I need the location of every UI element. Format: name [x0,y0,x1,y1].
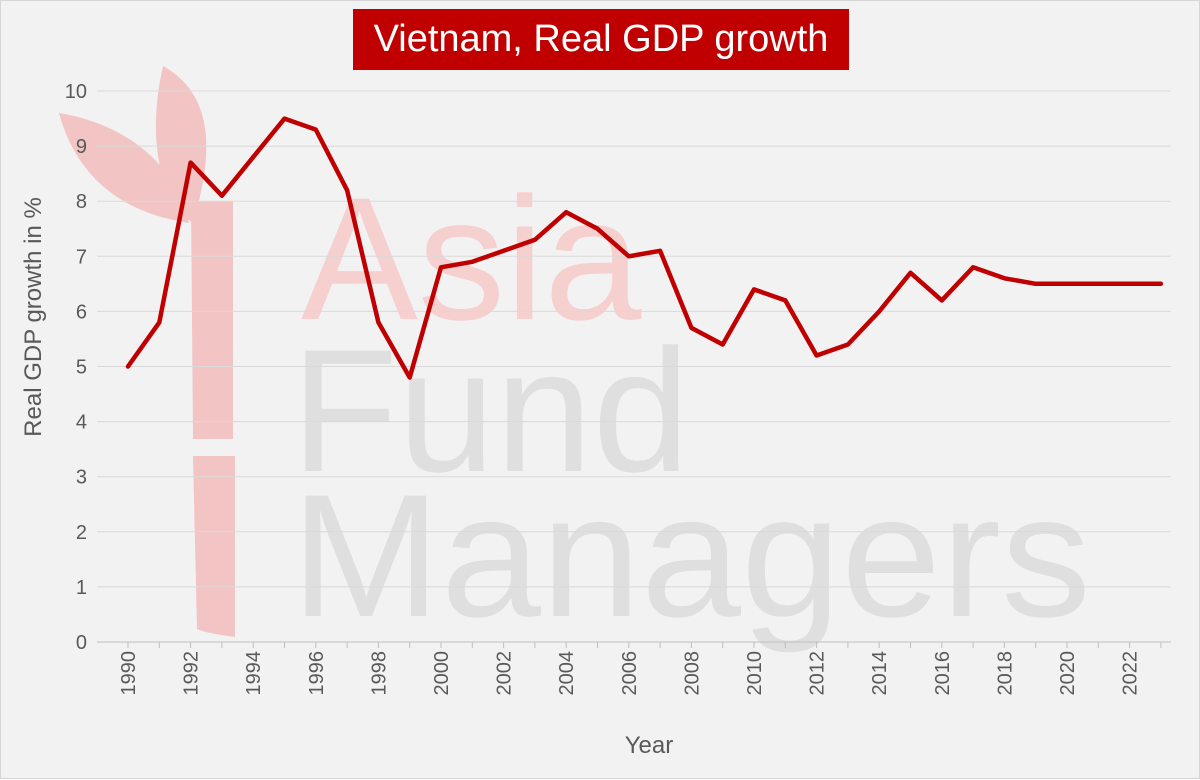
data-point [910,272,911,274]
x-axis-ticks: 1990 1992 1994 1996 1998 2000 2002 2004 2006 2008… [118,651,1142,696]
x-tick-label: 2018 [994,651,1016,696]
x-tick-label: 2002 [494,651,516,696]
y-tick-label: 0 [76,632,87,654]
y-tick-label: 9 [76,136,87,158]
x-axis [97,641,1171,648]
data-point [158,321,160,323]
watermark: Asia Fund Managers [59,66,1091,654]
x-tick-label: 2020 [1057,651,1079,696]
series-line [125,116,1164,380]
data-point [409,377,411,379]
data-point [1097,283,1099,285]
data-point [816,354,818,356]
data-point [1035,283,1037,285]
x-axis-title: Year [625,732,674,759]
y-tick-label: 7 [76,246,87,268]
data-point [534,239,536,241]
y-tick-label: 6 [76,301,87,323]
data-point [252,156,254,158]
data-point [565,211,567,213]
data-point [847,343,849,345]
data-point [1160,283,1162,285]
y-tick-label: 10 [65,81,87,103]
data-point [659,250,661,252]
data-point [972,266,974,268]
x-tick-label: 2022 [1120,651,1142,696]
data-point [190,162,192,164]
y-tick-label: 4 [76,412,87,434]
watermark-asia: Asia [301,162,642,357]
watermark-managers: Managers [291,459,1091,654]
x-tick-label: 2004 [556,651,578,696]
x-tick-label: 2010 [744,651,766,696]
data-point [878,310,880,312]
data-point [753,288,755,290]
x-tick-label: 2008 [681,651,703,696]
data-point [1066,283,1068,285]
data-point [471,261,473,263]
x-tick-label: 1996 [306,651,328,696]
data-point [221,195,223,197]
x-tick-label: 2000 [431,651,453,696]
x-tick-label: 1998 [368,651,390,696]
y-tick-label: 2 [76,522,87,544]
data-point [690,327,692,329]
gridlines [97,90,1171,588]
data-point [127,366,129,367]
y-axis-title: Real GDP growth in % [20,197,47,437]
x-tick-label: 2006 [619,651,641,696]
data-point [503,250,505,252]
data-point [284,118,285,120]
y-tick-label: 3 [76,467,87,489]
y-tick-label: 1 [76,577,87,599]
x-tick-label: 1994 [243,651,265,696]
x-tick-label: 2014 [869,651,891,696]
data-point [597,228,598,230]
data-point [315,129,317,131]
data-point [346,189,348,191]
data-point [784,299,786,301]
data-point [628,255,630,257]
data-point [440,266,442,268]
data-point [377,321,379,323]
data-point [941,299,943,301]
x-tick-label: 2012 [807,651,829,696]
data-point [1129,283,1131,285]
series-gdp-growth [125,116,1164,380]
bamboo-logo-icon [59,66,235,637]
chart-title: Vietnam, Real GDP growth [353,9,849,70]
data-point [1003,277,1005,279]
x-tick-label: 1990 [118,651,140,696]
x-tick-label: 1992 [181,651,203,696]
x-tick-label: 2016 [932,651,954,696]
y-tick-label: 5 [76,357,87,379]
data-point [722,343,724,345]
y-axis-ticks: 0 1 2 3 4 5 6 7 8 9 10 [65,81,87,654]
y-tick-label: 8 [76,191,87,213]
